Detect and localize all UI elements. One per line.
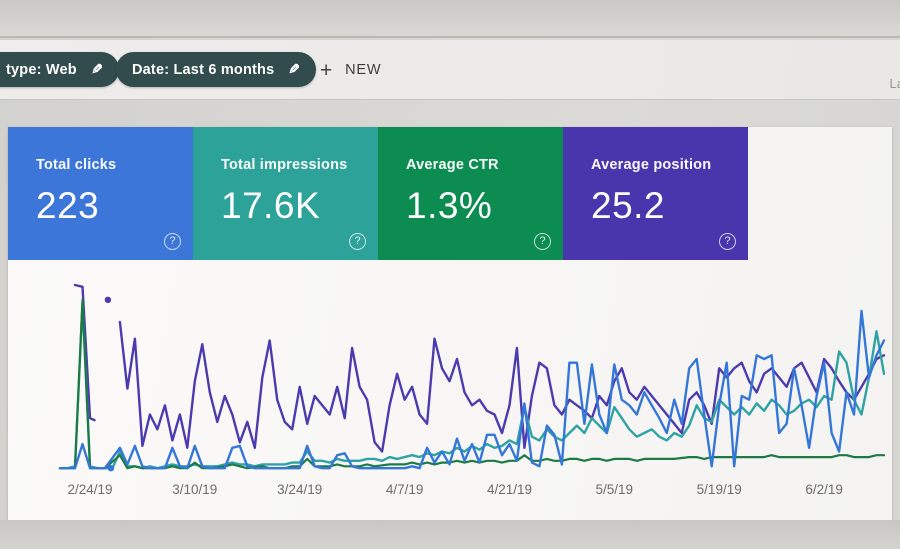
- performance-line-chart: 2/24/19 3/10/19 3/24/19 4/7/19 4/21/19 5/5/19…: [8, 260, 892, 520]
- metric-card-value: 25.2: [591, 185, 666, 226]
- help-icon[interactable]: ?: [534, 233, 551, 250]
- series-line-position: [73, 283, 96, 422]
- x-tick-label: 2/24/19: [67, 482, 112, 497]
- performance-panel: Total clicks 223 ? Total impressions 17.…: [8, 127, 892, 520]
- metric-card-title: Average position: [591, 157, 712, 173]
- truncated-top-right-text: La: [889, 76, 900, 91]
- x-tick-label: 4/21/19: [487, 482, 532, 497]
- metric-card-value: 1.3%: [406, 185, 493, 226]
- metric-cards-row: Total clicks 223 ? Total impressions 17.…: [8, 127, 892, 260]
- series-line-clicks: [58, 309, 886, 470]
- pencil-icon[interactable]: ✎: [90, 61, 103, 77]
- filter-chip-date-range-label: Date: Last 6 months: [132, 61, 275, 78]
- filter-chip-search-type-label: type: Web: [6, 61, 77, 78]
- metric-card-total-clicks[interactable]: Total clicks 223 ?: [8, 127, 193, 260]
- metric-card-title: Average CTR: [406, 157, 499, 173]
- metric-card-title: Total clicks: [36, 157, 117, 173]
- x-tick-label: 3/10/19: [172, 482, 217, 497]
- filter-chip-date-range[interactable]: Date: Last 6 months ✎: [116, 52, 317, 87]
- pencil-icon[interactable]: ✎: [288, 61, 301, 77]
- new-filter-button[interactable]: + NEW: [320, 53, 381, 87]
- metric-card-value: 223: [36, 185, 100, 226]
- series-point-position: [104, 296, 112, 303]
- help-icon[interactable]: ?: [164, 233, 181, 250]
- x-tick-label: 3/24/19: [277, 482, 322, 497]
- metric-card-average-ctr[interactable]: Average CTR 1.3% ?: [378, 127, 563, 260]
- toolbar: type: Web ✎ Date: Last 6 months ✎ + NEW …: [0, 40, 900, 100]
- x-tick-label: 4/7/19: [386, 482, 424, 497]
- desk-bottom-strip: [0, 520, 900, 549]
- x-tick-label: 5/5/19: [596, 482, 634, 497]
- plus-icon: +: [320, 58, 334, 82]
- x-tick-label: 6/2/19: [805, 482, 843, 497]
- x-tick-label: 5/19/19: [697, 482, 742, 497]
- help-icon[interactable]: ?: [349, 233, 366, 250]
- metric-card-title: Total impressions: [221, 157, 348, 173]
- filter-chip-search-type[interactable]: type: Web ✎: [0, 52, 119, 87]
- new-filter-button-label: NEW: [345, 62, 382, 78]
- series-line-ctr: [58, 298, 886, 470]
- series-line-position: [118, 320, 886, 453]
- metric-card-value: 17.6K: [221, 185, 321, 226]
- performance-chart-svg: 2/24/19 3/10/19 3/24/19 4/7/19 4/21/19 5/5/19…: [58, 283, 886, 497]
- window-chrome-strip: [0, 0, 900, 38]
- help-icon[interactable]: ?: [719, 233, 736, 250]
- metric-card-average-position[interactable]: Average position 25.2 ?: [563, 127, 748, 260]
- metric-card-total-impressions[interactable]: Total impressions 17.6K ?: [193, 127, 378, 260]
- series-point-clicks: [107, 465, 115, 472]
